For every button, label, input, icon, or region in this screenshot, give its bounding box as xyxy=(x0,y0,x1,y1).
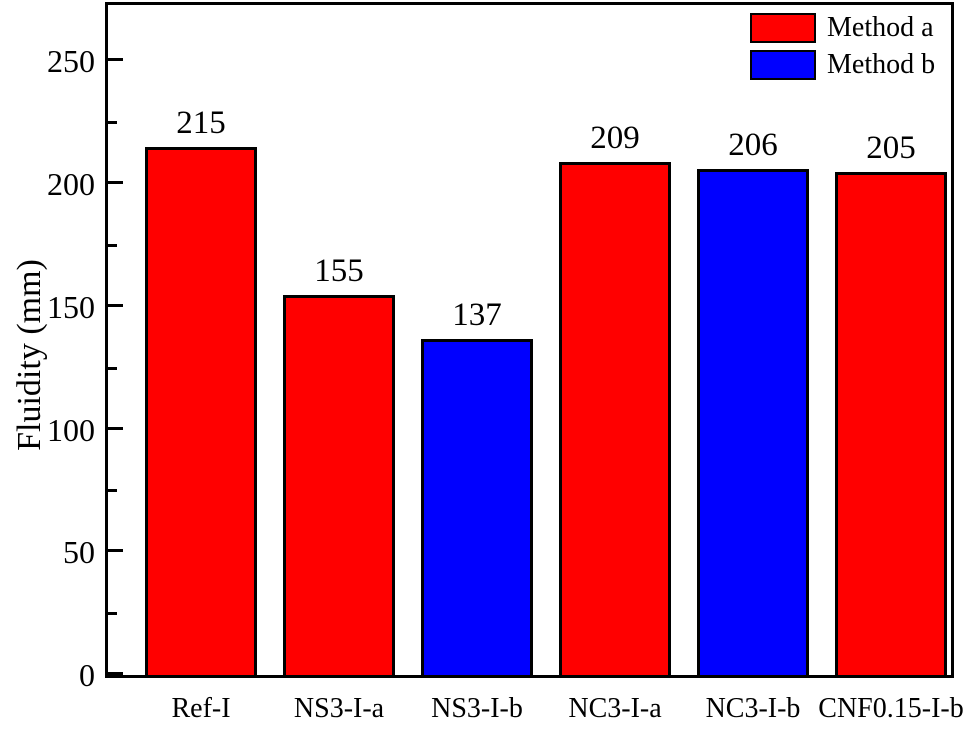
legend: Method a Method b xyxy=(750,13,935,87)
x-tick-label-Ref-I: Ref-I xyxy=(171,693,231,724)
bar-CNF0.15-I-b xyxy=(835,171,947,675)
bar-NC3-I-a xyxy=(559,162,671,675)
y-minor-tick xyxy=(108,489,117,493)
bar-NS3-I-b xyxy=(421,338,533,675)
bar-value-label: 209 xyxy=(590,120,640,157)
y-major-tick xyxy=(108,426,123,430)
y-tick-label: 100 xyxy=(47,411,95,448)
x-tick-label-NC3-I-a: NC3-I-a xyxy=(568,693,662,724)
y-minor-tick xyxy=(108,244,117,247)
y-tick-label: 50 xyxy=(63,534,95,571)
bar-value-label: 155 xyxy=(314,252,364,289)
bar-NC3-I-b xyxy=(697,169,809,675)
bar-NS3-I-a xyxy=(283,294,395,675)
legend-swatch-method-a-icon xyxy=(750,13,816,43)
bar-value-label: 215 xyxy=(176,105,226,142)
bar-value-label: 206 xyxy=(728,127,778,164)
plot-area: 215 155 137 209 206 205 xyxy=(105,2,954,678)
y-minor-tick xyxy=(108,366,117,370)
bar-value-label: 205 xyxy=(866,129,916,166)
legend-swatch-method-b-icon xyxy=(750,50,816,80)
legend-entry-method-b: Method b xyxy=(750,50,935,80)
bar-value-label: 137 xyxy=(452,296,502,333)
y-major-tick xyxy=(108,549,123,553)
y-minor-tick xyxy=(108,121,117,125)
x-tick-label-NC3-I-b: NC3-I-b xyxy=(705,693,801,724)
legend-label-method-b: Method b xyxy=(827,49,936,80)
legend-label-method-a: Method a xyxy=(827,12,934,43)
y-major-tick xyxy=(108,303,123,307)
y-tick-label: 150 xyxy=(47,288,95,325)
y-tick-label: 0 xyxy=(79,657,95,693)
x-tick-label-CNF0.15-I-b: CNF0.15-I-b xyxy=(818,693,964,724)
y-major-tick xyxy=(108,181,123,185)
x-tick-label-NS3-I-a: NS3-I-a xyxy=(293,693,385,724)
bar-Ref-I xyxy=(145,147,257,675)
y-minor-tick xyxy=(108,612,117,616)
y-major-tick xyxy=(108,672,123,675)
x-tick-label-NS3-I-b: NS3-I-b xyxy=(431,693,523,724)
y-tick-label: 200 xyxy=(47,166,95,203)
y-major-tick xyxy=(108,58,123,62)
legend-entry-method-a: Method a xyxy=(750,13,935,43)
y-tick-label: 250 xyxy=(47,43,95,80)
